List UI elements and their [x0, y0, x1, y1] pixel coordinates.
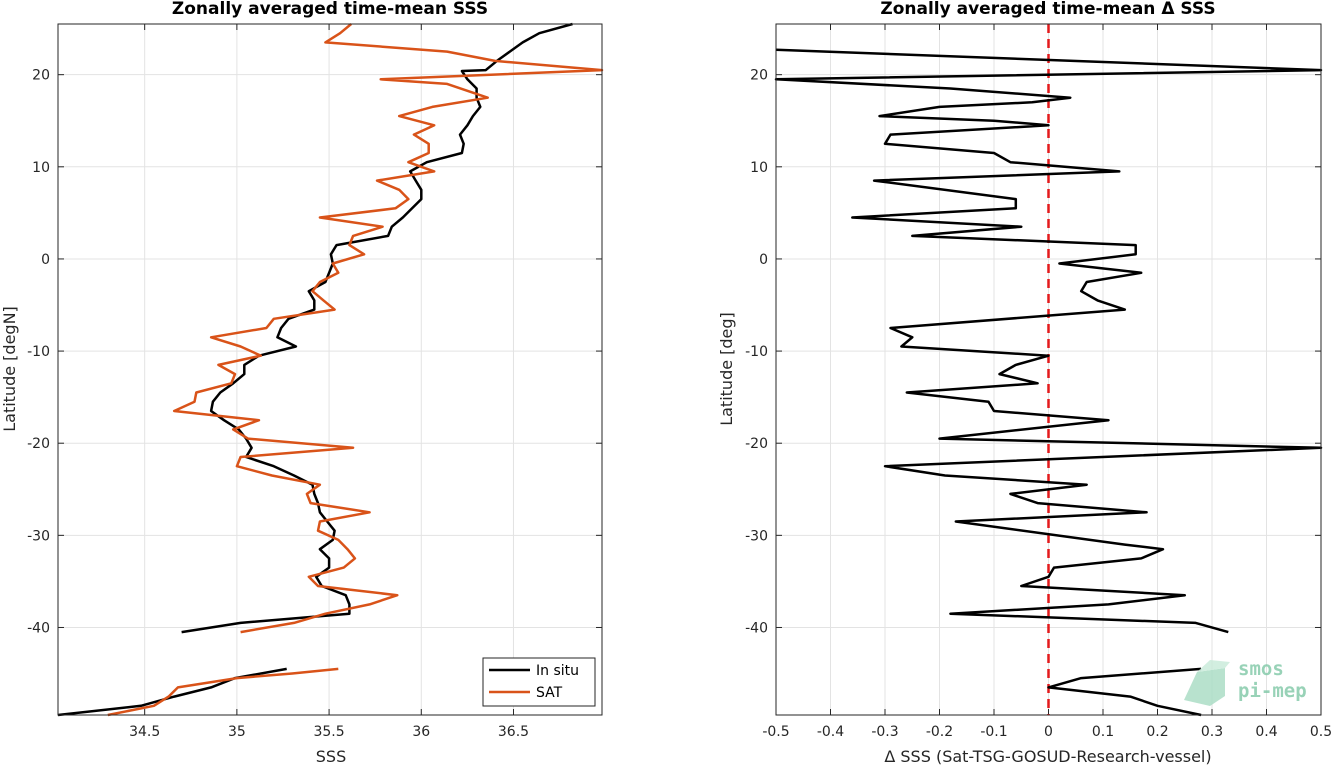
x-tick-label: 0.3 — [1201, 724, 1223, 740]
right-x-tick-labels: -0.5 -0.4 -0.3 -0.2 -0.1 0 0.1 0.2 0.3 0.4 0.5 — [762, 724, 1332, 740]
legend-insitu-label: In situ — [536, 663, 579, 679]
x-tick-label: -0.2 — [926, 724, 953, 740]
left-y-tick-labels: -40 -30 -20 -10 0 10 20 — [27, 68, 50, 637]
left-plot-frame — [57, 23, 603, 716]
x-tick-label: 0.2 — [1146, 724, 1168, 740]
x-tick-label: 35.5 — [313, 724, 344, 740]
x-tick-label: -0.1 — [980, 724, 1007, 740]
y-tick-label: 10 — [32, 160, 50, 176]
y-tick-label: -10 — [745, 344, 768, 360]
right-x-axis-label: Δ SSS (Sat-TSG-GOSUD-Research-vessel) — [884, 747, 1211, 765]
y-tick-label: 20 — [32, 68, 50, 84]
legend-sat-label: SAT — [536, 685, 563, 701]
y-tick-label: 0 — [759, 252, 768, 268]
x-tick-label: 0 — [1044, 724, 1053, 740]
x-tick-label: 36.5 — [498, 724, 529, 740]
left-series-lines — [57, 22, 604, 717]
x-tick-label: 35 — [228, 724, 246, 740]
watermark-logo-icon — [1184, 668, 1225, 706]
x-tick-label: -0.3 — [871, 724, 898, 740]
watermark-logo-top — [1197, 660, 1230, 672]
series-line-sat-seg0 — [172, 23, 604, 634]
series-line-in-situ-seg0 — [181, 22, 573, 634]
right-plot-frame — [775, 23, 1322, 716]
x-tick-label: 36 — [412, 724, 430, 740]
y-tick-label: -30 — [27, 528, 50, 544]
left-y-axis-label: Latitude [degN] — [0, 306, 19, 432]
right-chart-title: Zonally averaged time-mean Δ SSS — [880, 0, 1215, 19]
left-chart-title: Zonally averaged time-mean SSS — [172, 0, 488, 19]
y-tick-label: 10 — [750, 160, 768, 176]
right-y-tick-labels: -40 -30 -20 -10 0 10 20 — [745, 68, 768, 637]
series-line-sat-seg1 — [107, 667, 339, 717]
left-panel: Zonally averaged time-mean SSS 34.5 35 35.… — [0, 0, 604, 765]
x-tick-label: 0.1 — [1092, 724, 1114, 740]
left-x-axis-label: SSS — [316, 747, 346, 765]
y-tick-label: 0 — [41, 252, 50, 268]
x-tick-label: -0.5 — [762, 724, 789, 740]
x-tick-label: -0.4 — [817, 724, 844, 740]
x-tick-label: 0.4 — [1255, 724, 1277, 740]
right-panel: Zonally averaged time-mean Δ SSS -0.5 -0.… — [717, 0, 1332, 765]
left-x-tick-labels: 34.5 35 35.5 36 36.5 — [129, 724, 529, 740]
y-tick-label: -30 — [745, 528, 768, 544]
smos-pimep-watermark: smos pi-mep — [1184, 658, 1307, 706]
y-tick-label: -10 — [27, 344, 50, 360]
legend: In situ SAT — [482, 657, 596, 707]
right-y-axis-label: Latitude [deg] — [717, 312, 736, 426]
y-tick-label: -20 — [745, 436, 768, 452]
legend-box — [482, 657, 596, 707]
left-gridlines — [58, 24, 602, 715]
watermark-line2: pi-mep — [1238, 680, 1307, 702]
y-tick-label: -20 — [27, 436, 50, 452]
x-tick-label: 34.5 — [129, 724, 160, 740]
y-tick-label: -40 — [745, 620, 768, 636]
y-tick-label: -40 — [27, 620, 50, 636]
right-series-line — [774, 48, 1323, 717]
x-tick-label: 0.5 — [1310, 724, 1332, 740]
series-line-delta-sss-seg0 — [774, 48, 1323, 634]
series-line-delta-sss-seg1 — [1047, 667, 1202, 717]
watermark-line1: smos — [1238, 658, 1284, 680]
y-tick-label: 20 — [750, 68, 768, 84]
